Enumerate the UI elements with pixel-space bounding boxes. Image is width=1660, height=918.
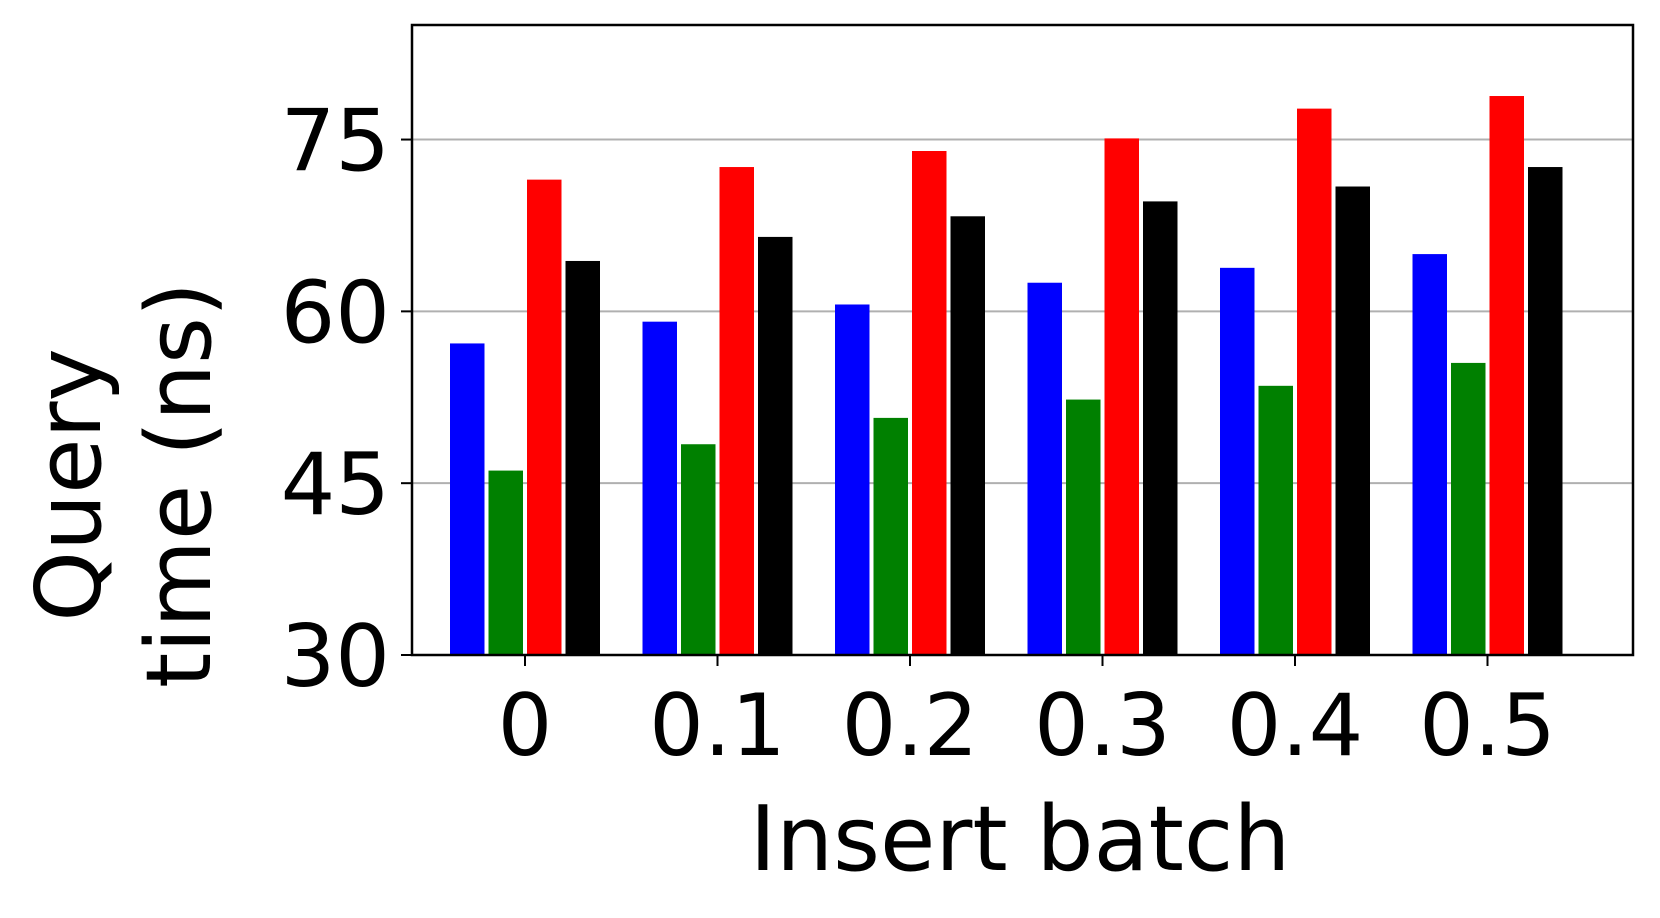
x-axis-ticks: 0 0.1 0.2 0.3 0.4 0.5 xyxy=(498,655,1556,776)
bar xyxy=(1335,186,1370,655)
y-tick-label: 60 xyxy=(281,263,390,363)
bar xyxy=(1489,96,1524,655)
bar xyxy=(1258,385,1293,655)
x-axis-label: Insert batch xyxy=(750,787,1291,892)
x-tick-label: 0.3 xyxy=(1034,676,1171,776)
bar xyxy=(1297,108,1332,656)
bar xyxy=(642,321,677,655)
bar xyxy=(1412,254,1447,655)
bar xyxy=(1143,201,1178,655)
plot-frame xyxy=(410,23,1635,657)
y-tick-label: 75 xyxy=(281,92,390,192)
bar xyxy=(527,179,562,656)
bar xyxy=(1528,167,1563,655)
y-tick-label: 30 xyxy=(281,607,390,707)
x-tick-label: 0.5 xyxy=(1419,676,1556,776)
bars xyxy=(450,96,1563,656)
bar xyxy=(1451,362,1486,655)
bar xyxy=(450,343,485,655)
bar xyxy=(1104,138,1139,655)
bar xyxy=(950,216,985,656)
bar xyxy=(565,260,600,655)
bar xyxy=(912,151,947,655)
bar xyxy=(719,167,754,655)
bar xyxy=(1027,282,1062,655)
bar xyxy=(1066,399,1101,655)
y-axis-label-line-2: time (ns) xyxy=(127,282,232,688)
bar xyxy=(1220,267,1255,655)
y-axis-ticks: 30 45 60 75 xyxy=(281,92,412,707)
bar xyxy=(758,236,793,655)
bar xyxy=(488,470,523,655)
y-axis-label-line-1: Query xyxy=(17,348,122,622)
bar xyxy=(681,444,716,655)
y-tick-label: 45 xyxy=(281,435,390,535)
bar xyxy=(835,304,870,655)
y-axis-label: Query time (ns) xyxy=(17,282,232,688)
x-tick-label: 0.4 xyxy=(1227,676,1364,776)
x-tick-label: 0 xyxy=(498,676,553,776)
bar xyxy=(873,417,908,655)
x-tick-label: 0.2 xyxy=(842,676,979,776)
x-tick-label: 0.1 xyxy=(649,676,786,776)
